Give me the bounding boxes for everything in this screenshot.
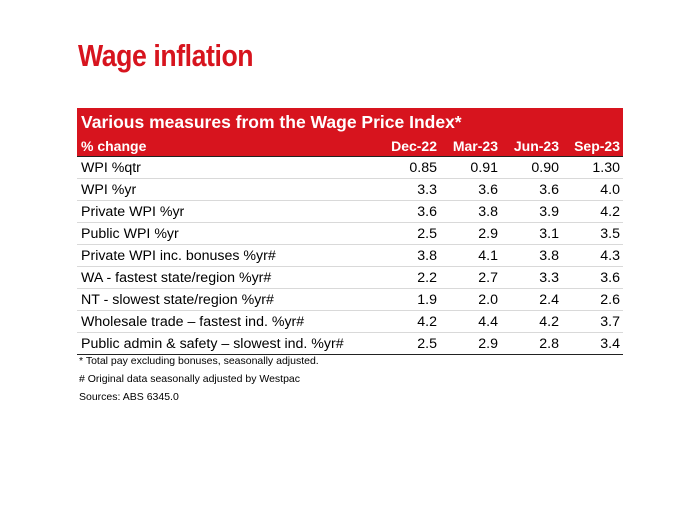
row-label: WPI %qtr: [77, 156, 379, 179]
row-value: 0.90: [501, 156, 562, 179]
row-value: 4.4: [440, 310, 501, 333]
footnote-westpac: # Original data seasonally adjusted by W…: [79, 373, 301, 385]
table-row: Public admin & safety – slowest ind. %yr…: [77, 332, 623, 355]
table-row: WA - fastest state/region %yr# 2.2 2.7 3.3 3…: [77, 266, 623, 289]
footnotes: * Total pay excluding bonuses, seasonall…: [79, 352, 319, 406]
row-value: 2.8: [501, 332, 562, 355]
row-value: 3.1: [501, 222, 562, 245]
row-value: 2.0: [440, 288, 501, 311]
row-value: 4.1: [440, 244, 501, 267]
row-value: 3.8: [501, 244, 562, 267]
footnote-sources: Sources: ABS 6345.0: [79, 391, 179, 403]
row-value: 2.9: [440, 332, 501, 355]
row-label: Wholesale trade – fastest ind. %yr#: [77, 310, 379, 333]
table-row: Private WPI inc. bonuses %yr# 3.8 4.1 3.8 4.…: [77, 244, 623, 267]
row-value: 2.4: [501, 288, 562, 311]
row-value: 1.30: [562, 156, 623, 179]
header-col-sep-23: Sep-23: [562, 136, 623, 157]
row-value: 4.0: [562, 178, 623, 201]
row-label: Private WPI inc. bonuses %yr#: [77, 244, 379, 267]
row-value: 3.7: [562, 310, 623, 333]
row-label: Private WPI %yr: [77, 200, 379, 223]
row-value: 4.3: [562, 244, 623, 267]
wpi-table-container: Various measures from the Wage Price Ind…: [77, 108, 623, 355]
table-banner-row: Various measures from the Wage Price Ind…: [77, 108, 623, 136]
row-value: 3.6: [562, 266, 623, 289]
table-row: NT - slowest state/region %yr# 1.9 2.0 2.4 2…: [77, 288, 623, 311]
row-label: NT - slowest state/region %yr#: [77, 288, 379, 311]
row-value: 3.4: [562, 332, 623, 355]
row-value: 4.2: [501, 310, 562, 333]
table-row: Private WPI %yr 3.6 3.8 3.9 4.2: [77, 200, 623, 223]
table-header-row: % change Dec-22 Mar-23 Jun-23 Sep-23: [77, 136, 623, 157]
row-label: WA - fastest state/region %yr#: [77, 266, 379, 289]
row-value: 1.9: [379, 288, 440, 311]
table-row: Wholesale trade – fastest ind. %yr# 4.2 4.…: [77, 310, 623, 333]
row-value: 3.3: [501, 266, 562, 289]
row-value: 3.3: [379, 178, 440, 201]
wpi-table: Various measures from the Wage Price Ind…: [77, 108, 623, 355]
row-value: 2.2: [379, 266, 440, 289]
table-row: WPI %qtr 0.85 0.91 0.90 1.30: [77, 156, 623, 179]
table-banner: Various measures from the Wage Price Ind…: [77, 108, 623, 136]
row-value: 4.2: [379, 310, 440, 333]
page-title: Wage inflation: [78, 38, 254, 73]
row-value: 3.9: [501, 200, 562, 223]
row-value: 0.91: [440, 156, 501, 179]
table-row: Public WPI %yr 2.5 2.9 3.1 3.5: [77, 222, 623, 245]
header-col-mar-23: Mar-23: [440, 136, 501, 157]
row-value: 2.6: [562, 288, 623, 311]
row-value: 0.85: [379, 156, 440, 179]
row-value: 3.6: [440, 178, 501, 201]
row-value: 3.8: [440, 200, 501, 223]
row-value: 2.9: [440, 222, 501, 245]
row-value: 2.5: [379, 222, 440, 245]
row-label: WPI %yr: [77, 178, 379, 201]
header-label: % change: [77, 136, 379, 157]
row-value: 3.6: [501, 178, 562, 201]
row-value: 3.5: [562, 222, 623, 245]
row-value: 2.5: [379, 332, 440, 355]
footnote-total-pay: * Total pay excluding bonuses, seasonall…: [79, 355, 319, 367]
row-label: Public admin & safety – slowest ind. %yr…: [77, 332, 379, 355]
row-label: Public WPI %yr: [77, 222, 379, 245]
header-col-dec-22: Dec-22: [379, 136, 440, 157]
header-col-jun-23: Jun-23: [501, 136, 562, 157]
row-value: 3.6: [379, 200, 440, 223]
row-value: 2.7: [440, 266, 501, 289]
table-row: WPI %yr 3.3 3.6 3.6 4.0: [77, 178, 623, 201]
row-value: 3.8: [379, 244, 440, 267]
row-value: 4.2: [562, 200, 623, 223]
